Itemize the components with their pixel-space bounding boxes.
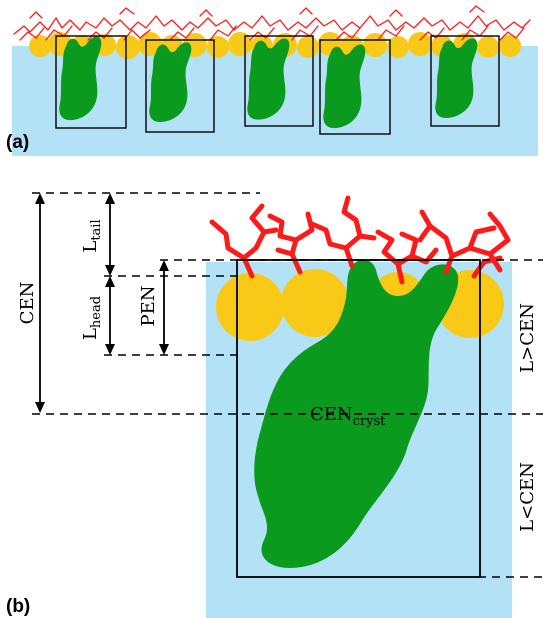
panel-b: CEN Ltail Lhead PEN CENcryst [6,193,543,618]
headgroup-1 [216,273,284,341]
l-head-arrow [105,276,115,355]
panel-b-label: (b) [6,596,30,617]
tail-row-a [14,6,530,40]
l-tail-label: Ltail [80,219,104,252]
panel-a: (a) [6,6,538,156]
pen-label: PEN [138,285,159,326]
l-head-label: Lhead [80,296,104,340]
cen-label: CEN [17,282,38,325]
l-tail-arrow [105,193,115,276]
panel-a-label: (a) [6,132,29,153]
pen-arrow [159,260,169,355]
l-less-cen-label: L<CEN [517,462,538,532]
l-greater-cen-label: L>CEN [517,303,538,373]
